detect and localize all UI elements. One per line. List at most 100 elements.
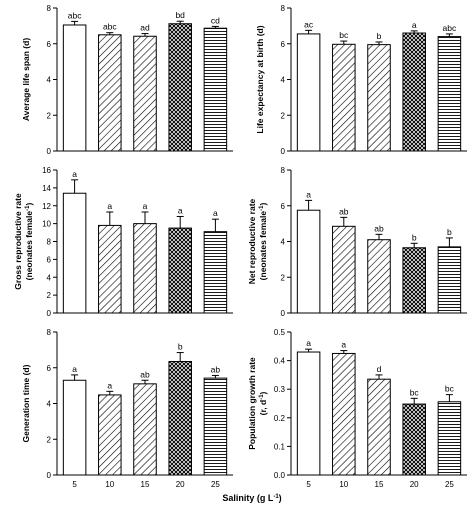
y-tick-label: 2: [47, 435, 52, 444]
x-tick-label: 20: [176, 480, 185, 489]
bar: [203, 27, 228, 152]
bar: [402, 247, 426, 314]
chart-panel-4: a ab ab b b 0 2 4 6 8 Net reproductive rate (neonat…: [247, 166, 467, 318]
bar: [62, 24, 87, 152]
y-tick-label: 16: [42, 166, 51, 175]
bar: [367, 239, 391, 314]
bar: [133, 223, 157, 314]
significance-label: ab: [140, 369, 150, 379]
significance-label: b: [178, 342, 183, 352]
y-tick-label: 8: [47, 238, 52, 247]
y-tick-label: 4: [281, 76, 286, 85]
significance-label: ab: [211, 364, 221, 374]
bar: [98, 224, 122, 314]
significance-label: ab: [339, 206, 349, 216]
x-tick-label: 10: [339, 480, 348, 489]
y-axis-label: Average life span (d): [21, 38, 31, 121]
y-axis-label-line2: (neonates female-1): [258, 203, 268, 281]
bar: [168, 227, 192, 314]
chart-panel-3: a a a a a 0 2 4 6 8 10 12 14 16 Gross reproductive rat…: [13, 166, 233, 318]
y-tick-label: 0.4: [274, 357, 286, 366]
significance-label: a: [107, 380, 112, 390]
y-tick-label: 0.1: [274, 442, 286, 451]
chart-panel-6: a a d bc bc 0.0 0.1 0.2 0.3 0.4 0.5 5 10 15 20 25 Popula…: [247, 328, 467, 489]
y-tick-label: 14: [42, 184, 51, 193]
significance-label: ab: [374, 223, 384, 233]
y-axis-label: Gross reproductive rate: [13, 193, 23, 290]
x-tick-label: 20: [410, 480, 419, 489]
significance-label: b: [447, 227, 452, 237]
significance-label: a: [178, 205, 183, 215]
y-tick-label: 0.0: [274, 471, 286, 480]
y-tick-label: 2: [281, 111, 286, 120]
y-tick-label: 4: [281, 238, 286, 247]
y-tick-label: 4: [47, 273, 52, 282]
y-tick-label: 6: [47, 40, 52, 49]
significance-label: a: [306, 338, 311, 348]
bar: [203, 377, 228, 476]
x-tick-label: 15: [375, 480, 384, 489]
significance-label: a: [341, 340, 346, 350]
significance-label: bc: [339, 30, 349, 40]
y-axis-label: Population growth rate: [247, 357, 257, 450]
significance-label: bc: [445, 384, 455, 394]
bar: [437, 246, 462, 314]
y-tick-label: 6: [281, 40, 286, 49]
bar: [133, 383, 157, 476]
significance-label: cd: [211, 15, 220, 25]
y-tick-label: 8: [281, 4, 286, 13]
bar: [168, 360, 192, 476]
bar: [332, 43, 356, 152]
bar: [203, 231, 228, 314]
y-tick-label: 6: [281, 202, 286, 211]
bar: [367, 44, 391, 152]
y-tick-label: 8: [281, 166, 286, 175]
y-tick-label: 12: [42, 202, 51, 211]
bar: [296, 351, 321, 476]
y-tick-label: 0: [47, 309, 52, 318]
y-axis-label: Life expectancy at birth (d): [255, 25, 265, 133]
y-tick-label: 0.5: [274, 328, 286, 337]
bar: [98, 34, 122, 152]
significance-label: b: [377, 31, 382, 41]
chart-panel-2: ac bc b a abc 0 2 4 6 8 Life expectancy at birth (…: [255, 4, 467, 156]
bar: [168, 23, 192, 152]
y-tick-label: 0: [281, 147, 286, 156]
y-tick-label: 0.3: [274, 385, 286, 394]
significance-label: bd: [175, 10, 185, 20]
bar: [437, 401, 462, 476]
bar: [332, 225, 356, 314]
significance-label: abc: [68, 10, 82, 20]
bar: [62, 379, 87, 476]
y-tick-label: 0: [47, 147, 52, 156]
bar: [437, 36, 462, 152]
significance-label: b: [412, 232, 417, 242]
bar: [332, 352, 356, 476]
y-axis-label-line2: (r, d-1): [258, 391, 268, 415]
bar: [62, 192, 87, 314]
x-tick-label: 25: [445, 480, 454, 489]
x-tick-label: 5: [306, 480, 311, 489]
y-tick-label: 10: [42, 220, 51, 229]
y-tick-label: 6: [47, 364, 52, 373]
y-tick-label: 4: [47, 400, 52, 409]
y-tick-label: 6: [47, 255, 52, 264]
significance-label: a: [72, 364, 77, 374]
y-axis-label-line2: (neonates female-1): [24, 203, 34, 281]
significance-label: abc: [103, 22, 117, 32]
y-tick-label: 2: [281, 273, 286, 282]
significance-label: bc: [410, 387, 420, 397]
x-axis-label: Salinity (g L-1): [222, 493, 281, 503]
significance-label: a: [107, 201, 112, 211]
bar: [296, 209, 321, 314]
bar: [133, 35, 157, 152]
bar: [402, 32, 426, 152]
y-axis-label: Generation time (d): [21, 364, 31, 442]
x-tick-label: 25: [211, 480, 220, 489]
chart-panel-5: a a ab b ab 0 2 4 6 8 5 10 15 20 25 Generation time (d): [21, 328, 233, 489]
y-tick-label: 8: [47, 4, 52, 13]
chart-panel-1: abc abc ad bd cd 0 2 4 6 8 Average life span (d): [21, 4, 233, 156]
bar: [98, 394, 122, 476]
